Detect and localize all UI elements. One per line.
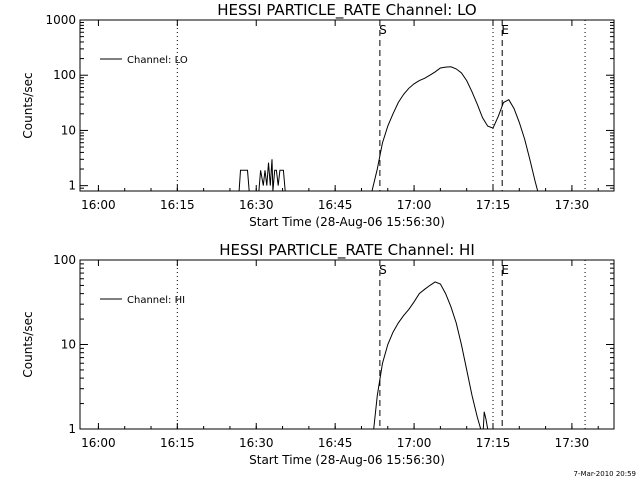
y-tick-label: 1: [68, 179, 76, 193]
plot-frame: [79, 19, 615, 192]
x-tick-label: 16:30: [239, 436, 274, 450]
series-line: [482, 411, 489, 429]
x-tick-label: 16:15: [160, 198, 195, 212]
generation-timestamp: 7-Mar-2010 20:59: [573, 470, 636, 478]
y-tick-label: 1000: [45, 13, 76, 27]
series-line: [258, 159, 286, 191]
y-tick-label: 10: [61, 123, 76, 137]
x-tick-label: 17:30: [555, 436, 590, 450]
x-tick-label: 17:00: [397, 198, 432, 212]
plot-channel-hi: HESSI PARTICLE_RATE Channel: HI Counts/s…: [21, 241, 615, 467]
plot-frame: [79, 259, 615, 430]
legend: Channel: LO: [100, 55, 188, 66]
marker-label-start: S: [379, 263, 387, 277]
x-tick-label: 16:45: [318, 436, 353, 450]
legend-label: Channel: HI: [127, 295, 185, 306]
x-axis-label: Start Time (28-Aug-06 15:56:30): [249, 453, 445, 467]
y-tick-label: 10: [61, 338, 76, 352]
legend: Channel: HI: [100, 295, 185, 306]
y-tick-label: 100: [53, 68, 76, 82]
y-tick-label: 100: [53, 253, 76, 267]
x-tick-label: 16:45: [318, 198, 353, 212]
series-line: [371, 66, 539, 191]
plot-channel-lo: HESSI PARTICLE_RATE Channel: LO Counts/s…: [21, 1, 615, 229]
x-tick-label: 16:00: [81, 198, 116, 212]
x-tick-label: 17:00: [397, 436, 432, 450]
x-tick-label: 16:30: [239, 198, 274, 212]
x-tick-label: 17:15: [476, 198, 511, 212]
marker-label-end: E: [501, 23, 509, 37]
y-axis-label: Counts/sec: [21, 311, 35, 377]
series-line: [373, 281, 482, 429]
chart-title: HESSI PARTICLE_RATE Channel: HI: [219, 241, 475, 260]
y-tick-label: 1: [68, 422, 76, 436]
x-axis-label: Start Time (28-Aug-06 15:56:30): [249, 215, 445, 229]
x-tick-label: 16:15: [160, 436, 195, 450]
legend-label: Channel: LO: [127, 55, 188, 66]
marker-label-end: E: [501, 263, 509, 277]
x-tick-label: 17:30: [555, 198, 590, 212]
chart-title: HESSI PARTICLE_RATE Channel: LO: [217, 1, 476, 20]
y-axis-label: Counts/sec: [21, 72, 35, 138]
x-tick-label: 16:00: [81, 436, 116, 450]
series-line: [238, 169, 250, 191]
marker-label-start: S: [379, 23, 387, 37]
x-tick-label: 17:15: [476, 436, 511, 450]
